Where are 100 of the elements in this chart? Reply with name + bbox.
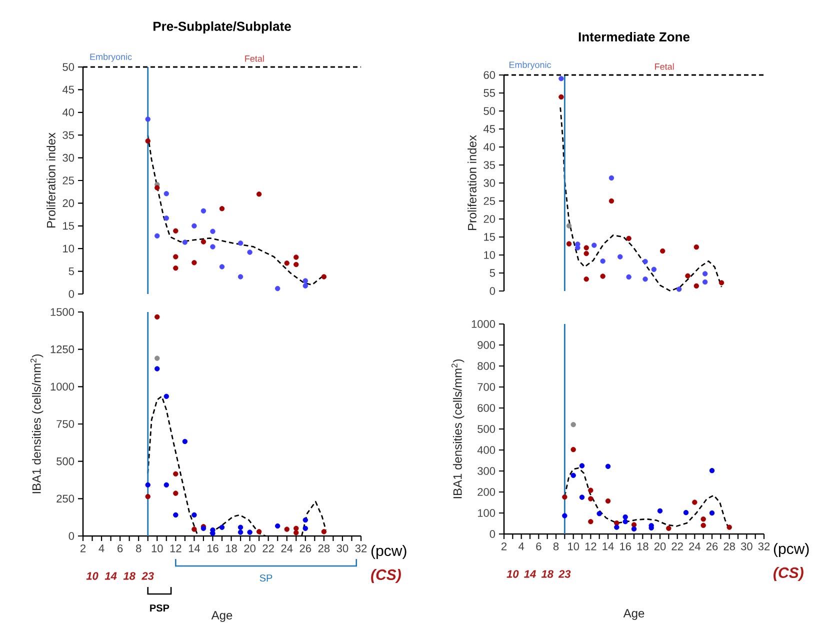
y-tick-label: 35 <box>484 161 496 169</box>
text: Fetal <box>245 55 264 62</box>
x-tick-label: 20 <box>654 542 666 550</box>
y-tick-label: 25 <box>484 197 496 205</box>
y-tick-label: 700 <box>478 383 496 391</box>
y-tick-label: 20 <box>484 215 496 223</box>
x-tick-label: 16 <box>620 542 631 550</box>
text: 18 <box>541 570 554 578</box>
text: 14 <box>104 572 117 580</box>
y-tick-label: 5 <box>490 269 496 277</box>
y-tick-label: 30 <box>62 154 74 162</box>
text: PSP <box>150 604 170 612</box>
x-tick-label: 8 <box>553 542 559 550</box>
x-tick-label: 22 <box>262 544 274 552</box>
y-tick-label: 1000 <box>472 320 496 328</box>
y-tick-label: 400 <box>477 446 496 454</box>
y-axis-title: IBA1 densities (cells/mm$^{2}$) <box>451 359 464 498</box>
x-tick-label: 24 <box>281 544 293 552</box>
y-tick-label: 100 <box>478 509 496 517</box>
y-tick-label: 200 <box>478 488 496 496</box>
text: 10 <box>86 572 98 580</box>
y-tick-label: 50 <box>484 107 496 115</box>
x-tick-label: 10 <box>152 544 163 552</box>
text: (CS) <box>774 567 804 581</box>
x-tick-label: 2 <box>80 544 86 552</box>
x-axis-title: Age <box>623 609 644 620</box>
chart-title: Intermediate Zone <box>578 32 690 42</box>
y-axis-title: Proliferation index <box>46 132 56 228</box>
y-tick-label: 800 <box>478 362 496 370</box>
y-tick-label: 30 <box>484 179 496 187</box>
x-tick-label: 18 <box>637 542 648 550</box>
y-tick-label: 5 <box>68 267 74 276</box>
x-tick-label: 16 <box>207 544 218 552</box>
text: Embryonic <box>509 61 552 70</box>
x-tick-label: 4 <box>98 544 104 552</box>
text: Embryonic <box>90 53 132 62</box>
y-tick-label: 0 <box>490 287 496 295</box>
x-tick-label: 28 <box>318 544 330 552</box>
text: 23 <box>142 572 154 580</box>
x-tick-label: 10 <box>568 542 580 550</box>
y-tick-label: 1500 <box>50 308 74 316</box>
y-tick-label: 45 <box>484 125 496 133</box>
x-tick-label: 6 <box>118 544 123 552</box>
x-tick-label: 18 <box>226 544 237 552</box>
x-tick-label: 22 <box>672 542 683 550</box>
y-tick-label: 600 <box>478 404 496 412</box>
y-tick-label: 40 <box>62 108 74 116</box>
text: (pcw) <box>371 545 406 559</box>
text: SP <box>260 574 272 582</box>
y-tick-label: 750 <box>56 420 74 428</box>
y-tick-label: 55 <box>484 89 496 97</box>
y-tick-label: 500 <box>478 425 496 433</box>
text: 10 <box>506 570 519 578</box>
y-tick-label: 60 <box>484 71 496 79</box>
x-tick-label: 30 <box>740 542 752 550</box>
text: 18 <box>123 572 136 580</box>
y-tick-label: 500 <box>56 457 74 466</box>
y-tick-label: 0 <box>490 530 496 538</box>
y-tick-label: 35 <box>62 131 74 139</box>
chart-title: Pre-Subplate/Subplate <box>154 21 291 34</box>
y-tick-label: 20 <box>62 199 74 208</box>
text: (CS) <box>371 569 401 583</box>
x-tick-label: 24 <box>689 542 700 550</box>
x-axis-title: Age <box>211 611 232 622</box>
x-tick-label: 2 <box>501 542 507 550</box>
x-tick-label: 32 <box>758 542 770 550</box>
y-tick-label: 15 <box>63 222 74 230</box>
y-tick-label: 50 <box>62 63 74 71</box>
x-tick-label: 6 <box>536 542 542 550</box>
y-tick-label: 0 <box>68 532 74 540</box>
y-tick-label: 1000 <box>50 382 74 391</box>
x-tick-label: 8 <box>136 544 142 552</box>
x-tick-label: 26 <box>300 544 312 552</box>
y-tick-label: 900 <box>478 341 496 349</box>
text: Fetal <box>655 63 674 70</box>
x-tick-label: 32 <box>355 544 367 552</box>
y-tick-label: 300 <box>478 467 496 475</box>
x-tick-label: 14 <box>602 542 614 550</box>
text: 14 <box>524 570 536 578</box>
x-tick-label: 14 <box>188 544 200 552</box>
y-tick-label: 40 <box>484 143 496 151</box>
y-tick-label: 45 <box>62 86 74 94</box>
y-axis-title: Proliferation index <box>468 135 476 230</box>
y-tick-label: 1250 <box>50 345 74 354</box>
y-tick-label: 0 <box>68 290 74 298</box>
y-axis-title: IBA1 densities (cells/mm$^{2}$) <box>30 354 44 494</box>
text: 23 <box>558 570 571 578</box>
y-tick-label: 250 <box>56 494 74 503</box>
y-tick-label: 25 <box>62 176 74 184</box>
x-tick-label: 28 <box>724 542 735 550</box>
x-tick-label: 26 <box>706 542 718 550</box>
x-tick-label: 30 <box>336 544 348 552</box>
y-tick-label: 10 <box>63 244 74 252</box>
x-tick-label: 4 <box>518 542 524 550</box>
x-tick-label: 20 <box>244 544 256 552</box>
y-tick-label: 15 <box>484 233 496 241</box>
x-tick-label: 12 <box>170 544 182 552</box>
y-tick-label: 10 <box>484 251 496 259</box>
x-tick-label: 12 <box>585 542 596 550</box>
text: (pcw) <box>774 543 809 557</box>
